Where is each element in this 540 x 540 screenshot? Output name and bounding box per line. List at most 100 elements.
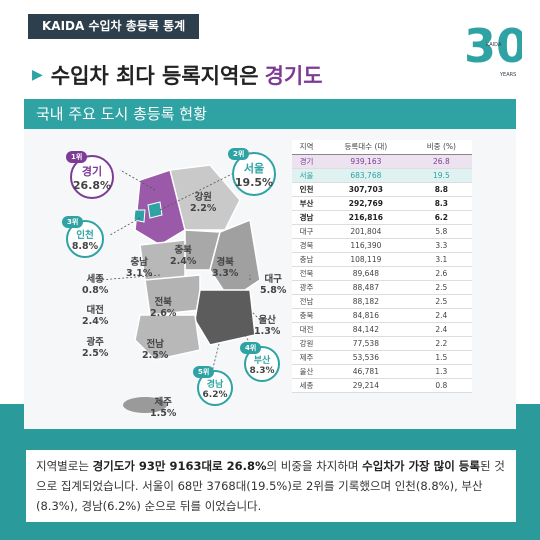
map-label-gwangju: 광주 2.5%	[82, 337, 109, 359]
headline-prefix: 수입차 최다 등록지역은	[50, 64, 259, 88]
cell-share: 19.5	[410, 168, 472, 183]
table-row: 서울 683,768 19.5	[292, 168, 472, 183]
table-row: 세종 29,214 0.8	[292, 378, 472, 393]
rank-name: 경남	[206, 380, 224, 390]
map-label-daegu: 대구 5.8%	[260, 274, 287, 296]
cell-share: 2.4	[410, 308, 472, 323]
cell-count: 116,390	[320, 238, 411, 253]
logo-brand: KAIDA	[486, 42, 502, 48]
cell-share: 5.8	[410, 224, 472, 239]
column-header-count: 등록대수 (대)	[320, 140, 411, 155]
rank-pct: 8.3%	[249, 366, 275, 376]
column-header-region: 지역	[292, 140, 321, 155]
cell-share: 6.2	[410, 210, 472, 225]
column-header-share: 비중 (%)	[410, 140, 472, 155]
cell-region: 서울	[292, 168, 321, 183]
cell-share: 1.5	[410, 350, 472, 365]
cell-count: 292,769	[320, 196, 411, 211]
rank-bubble-gyeongnam: 5위 경남 6.2%	[193, 366, 233, 406]
map-label-ulsan: 울산 1.3%	[254, 315, 281, 337]
cell-count: 29,214	[320, 378, 411, 393]
table-row: 전남 88,182 2.5	[292, 294, 472, 309]
cell-share: 2.4	[410, 322, 472, 337]
region-seoul	[147, 201, 163, 219]
table-row: 제주 53,536 1.5	[292, 350, 472, 365]
map-label-chungbuk: 충북 2.4%	[170, 245, 197, 267]
rank-pct: 8.8%	[71, 241, 99, 252]
table-row: 경남 216,816 6.2	[292, 210, 472, 225]
map-label-gangwon: 강원 2.2%	[190, 192, 217, 214]
region-incheon	[133, 209, 146, 223]
cell-region: 광주	[292, 280, 321, 295]
rank-pct: 26.8%	[72, 179, 112, 192]
cell-share: 0.8	[410, 378, 472, 393]
cell-count: 46,781	[320, 364, 411, 379]
cell-count: 939,163	[320, 154, 411, 169]
map-label-jeju: 제주 1.5%	[150, 397, 177, 419]
cell-share: 8.8	[410, 182, 472, 197]
rank-badge: 5위	[193, 366, 215, 378]
cell-count: 108,119	[320, 252, 411, 267]
table-row: 대전 84,142 2.4	[292, 322, 472, 337]
rank-name: 인천	[76, 230, 94, 241]
rank-name: 부산	[253, 356, 271, 366]
cell-count: 307,703	[320, 182, 411, 197]
cell-count: 89,648	[320, 266, 411, 281]
cell-share: 26.8	[410, 154, 472, 169]
rank-name: 서울	[243, 162, 265, 175]
korea-map	[100, 164, 261, 413]
map-label-jeonbuk: 전북 2.6%	[150, 297, 177, 319]
cell-region: 충북	[292, 308, 321, 323]
region-gyeongnam	[194, 289, 256, 346]
rank-bubble-gyeonggi: 1위 경기 26.8%	[66, 151, 114, 199]
cell-region: 울산	[292, 364, 321, 379]
triangle-icon: ▶	[32, 67, 43, 83]
rank-badge: 1위	[66, 151, 88, 163]
rank-name: 경기	[81, 165, 103, 178]
cell-count: 77,538	[320, 336, 411, 351]
section-tag: KAIDA 수입차 총등록 통계	[28, 14, 200, 39]
cell-count: 216,816	[320, 210, 411, 225]
registration-table: 지역 등록대수 (대) 비중 (%) 경기 939,163 26.8 서울 683,76…	[292, 140, 472, 393]
cell-region: 인천	[292, 182, 321, 197]
headline: ▶ 수입차 최다 등록지역은 경기도	[32, 60, 323, 90]
cell-count: 683,768	[320, 168, 411, 183]
cell-region: 세종	[292, 378, 321, 393]
cell-count: 84,816	[320, 308, 411, 323]
table-row: 충북 84,816 2.4	[292, 308, 472, 323]
cell-count: 201,804	[320, 224, 411, 239]
cell-count: 53,536	[320, 350, 411, 365]
cell-region: 강원	[292, 336, 321, 351]
cell-region: 경북	[292, 238, 321, 253]
cell-region: 제주	[292, 350, 321, 365]
cell-share: 2.5	[410, 294, 472, 309]
cell-count: 88,487	[320, 280, 411, 295]
table-row: 인천 307,703 8.8	[292, 182, 472, 197]
rank-bubble-seoul: 2위 서울 19.5%	[228, 148, 276, 196]
map-label-chungnam: 충남 3.1%	[126, 257, 153, 279]
rank-bubble-busan: 4위 부산 8.3%	[240, 342, 280, 382]
kaida-30-years-logo: 30 KAIDA YEARS	[464, 19, 522, 78]
cell-count: 88,182	[320, 294, 411, 309]
cell-region: 전남	[292, 294, 321, 309]
region-jeju	[123, 397, 167, 413]
rank-bubble-incheon: 3위 인천 8.8%	[62, 216, 104, 258]
headline-highlight: 경기도	[264, 64, 323, 88]
table-header-row: 지역 등록대수 (대) 비중 (%)	[292, 140, 472, 155]
map-label-daejeon: 대전 2.4%	[82, 305, 109, 327]
table-row: 충남 108,119 3.1	[292, 252, 472, 267]
rank-badge: 3위	[62, 216, 84, 228]
cell-share: 2.5	[410, 280, 472, 295]
cell-share: 3.1	[410, 252, 472, 267]
region-jeonnam	[134, 314, 201, 361]
cell-share: 2.2	[410, 336, 472, 351]
cell-region: 부산	[292, 196, 321, 211]
cell-region: 전북	[292, 266, 321, 281]
cell-share: 3.3	[410, 238, 472, 253]
map-label-gyeongbuk: 경북 3.3%	[212, 257, 239, 279]
map-label-jeonnam: 전남 2.5%	[142, 339, 169, 361]
description-text: 지역별로는 경기도가 93만 9163대로 26.8%의 비중을 차지하며 수입…	[26, 450, 516, 522]
rank-badge: 4위	[240, 342, 262, 354]
table-row: 광주 88,487 2.5	[292, 280, 472, 295]
map-label-sejong: 세종 0.8%	[82, 274, 109, 296]
